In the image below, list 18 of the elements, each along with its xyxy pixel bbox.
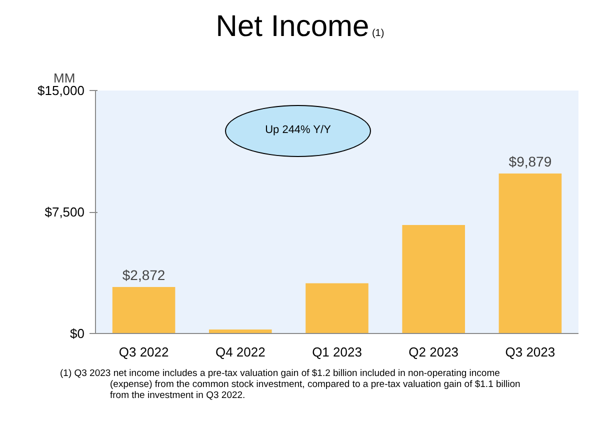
x-tick-label: Q3 2023 xyxy=(505,344,556,360)
data-label: $9,879 xyxy=(508,153,552,170)
bar xyxy=(498,173,562,334)
y-axis-title: MM xyxy=(54,70,76,86)
text: (1) Q3 2023 net income includes a pre-tax valuation gain of $1.2 billion included in non-operating income (expense) from the common stock investment, compared to a pre-tax valuation gain of $1.1 billion from the investment in Q3 2022. xyxy=(59,368,522,401)
bar xyxy=(112,286,176,334)
x-tick-label: Q2 2023 xyxy=(408,344,459,360)
y-tick-label: $15,000 xyxy=(38,83,85,98)
bar xyxy=(306,283,368,334)
y-tick-label: $0 xyxy=(70,326,85,341)
chart-title: Net Income xyxy=(216,10,370,43)
x-tick-label: Q3 2022 xyxy=(118,344,169,360)
x-tick-label: Q4 2022 xyxy=(215,344,266,360)
bar xyxy=(402,224,465,334)
x-tick-label: Q1 2023 xyxy=(312,344,362,360)
data-label: $2,872 xyxy=(122,266,166,283)
y-tick-label: $7,500 xyxy=(44,204,85,220)
text: (1) xyxy=(370,28,384,39)
